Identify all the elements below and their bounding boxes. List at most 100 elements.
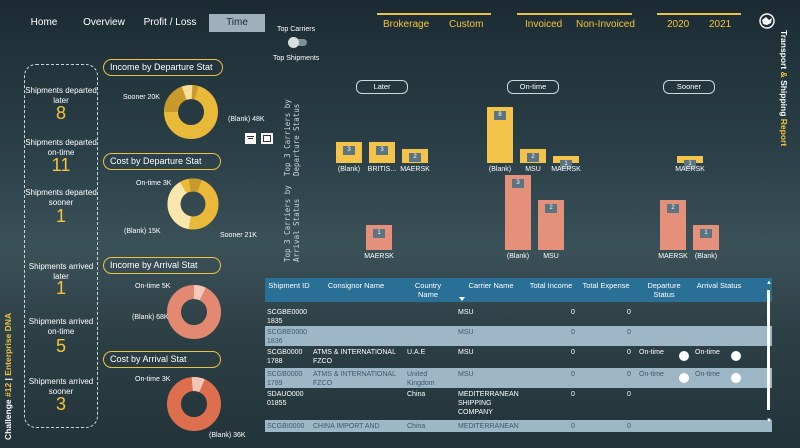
nav-tab-overview[interactable]: Overview — [83, 17, 125, 28]
departure-bar-category-2-0: MAERSK — [675, 166, 705, 173]
nav-tab-home[interactable]: Home — [30, 17, 58, 28]
group-label-sooner: Sooner — [663, 80, 715, 94]
cell-shipment-id: SDAUO000 01855 — [267, 391, 304, 407]
nav-tab-profit-loss[interactable]: Profit / Loss — [143, 17, 197, 28]
income-departure-donut[interactable] — [163, 84, 219, 140]
sort-desc-icon[interactable] — [459, 297, 465, 301]
table-row[interactable]: SCGB0000 1789 ATMS & INTERNATIONAL FZCO Un… — [265, 368, 772, 388]
slicer-non-invoiced[interactable]: Non-Invoiced — [576, 19, 635, 30]
kpi-label-arrived-later: Shipments arrived later — [28, 262, 94, 281]
cell-carrier: MSU — [458, 371, 474, 378]
nav-tab-time[interactable]: Time — [209, 14, 265, 32]
cell-total-income: 0 — [571, 371, 575, 378]
table-header: Shipment ID Consignor Name Country Name … — [265, 278, 772, 302]
income-departure-label-sooner: Sooner 20K — [123, 94, 160, 101]
departure-bar-value-1-1: 2 — [527, 153, 539, 162]
group-label-on-time: On-time — [507, 80, 559, 94]
cost-arrival-title: Cost by Arrival Stat — [103, 351, 221, 368]
scroll-up-icon[interactable]: ▲ — [766, 280, 772, 286]
cell-total-expense: 0 — [627, 371, 631, 378]
table-row[interactable]: SCGB0000 1788 ATMS & INTERNATIONAL FZCO U.… — [265, 346, 772, 368]
arrival-radio-icon[interactable] — [731, 373, 741, 383]
group-label-later: Later — [356, 80, 408, 94]
departure-radio-icon[interactable] — [679, 373, 689, 383]
departure-bar-1-2[interactable] — [553, 156, 579, 163]
departure-bar-category-0-0: (Blank) — [337, 166, 361, 173]
col-arrival-status[interactable]: Arrival Status — [696, 281, 742, 290]
kpi-label-departed-later: Shipments departed later — [25, 86, 97, 105]
cell-total-expense: 0 — [627, 349, 631, 356]
shipments-table: Shipment ID Consignor Name Country Name … — [265, 278, 772, 432]
table-row[interactable]: SDAUO000 01855 China MEDITERRANEAN SHIPPIN… — [265, 388, 772, 420]
cell-consignor: CHINA IMPORT AND — [313, 423, 380, 430]
departure-bar-value-0-2: 2 — [409, 153, 421, 162]
arrival-bar-value-0-0: 1 — [373, 229, 385, 238]
departure-bar-value-1-2: 1 — [560, 160, 572, 169]
carrier-shipment-toggle[interactable] — [288, 37, 307, 48]
departure-radio-icon[interactable] — [679, 351, 689, 361]
col-carrier[interactable]: Carrier Name — [468, 281, 514, 290]
filter-icon[interactable] — [245, 133, 256, 144]
arrival-bar-value-1-1: 2 — [545, 204, 557, 213]
slicer-invoiced[interactable]: Invoiced — [525, 19, 563, 30]
col-departure-status[interactable]: Departure Status — [647, 281, 681, 299]
kpi-label-arrived-on-time: Shipments arrived on-time — [28, 317, 94, 336]
globe-logo-icon — [759, 13, 775, 29]
col-consignor[interactable]: Consignor Name — [327, 281, 385, 290]
table-row[interactable]: SCGBE0000 1835 MSU 0 0 — [265, 306, 772, 326]
cell-shipment-id: SCGBE0000 1835 — [267, 309, 308, 325]
cell-country: United Kingdom — [407, 371, 435, 387]
income-arrival-label-on-time: On-time 5K — [135, 283, 171, 290]
table-scrollbar[interactable]: ▲ ▼ — [765, 278, 772, 432]
departure-bar-value-2-0: 1 — [684, 160, 696, 169]
focus-mode-icon[interactable] — [261, 133, 273, 144]
scroll-down-icon[interactable]: ▼ — [766, 418, 772, 424]
type-slicer: Brokerage Custom — [377, 13, 491, 33]
col-total-income[interactable]: Total Income — [529, 281, 573, 290]
income-departure-title: Income by Departure Stat — [103, 59, 223, 76]
arrival-chart-title: Top 3 Carriers by Arrival Status — [283, 185, 301, 262]
kpi-label-departed-on-time: Shipments departed on-time — [25, 138, 97, 157]
kpi-value-arrived-later: 1 — [55, 278, 66, 298]
departure-bar-value-1-0: 8 — [494, 111, 506, 120]
cell-total-expense: 0 — [627, 391, 631, 398]
challenge-title: Challenge #12 | Enterprise DNA — [3, 312, 13, 440]
kpi-value-arrived-on-time: 5 — [55, 336, 66, 356]
cell-arrival-status: On-time — [695, 349, 720, 356]
toggle-knob — [288, 37, 299, 48]
cell-shipment-id: SCGB0000 1789 — [267, 371, 303, 387]
cell-shipment-id: SCGB0000 1788 — [267, 349, 303, 365]
cost-arrival-label-on-time: On-time 3K — [135, 376, 171, 383]
col-shipment-id[interactable]: Shipment ID — [268, 281, 310, 290]
slicer-2021[interactable]: 2021 — [709, 19, 732, 30]
kpi-value-departed-later: 8 — [55, 103, 66, 123]
income-arrival-donut[interactable] — [166, 284, 222, 340]
table-row[interactable]: SCGBI0000 CHINA IMPORT AND China MEDITERRAN… — [265, 420, 772, 432]
cell-departure-status: On-time — [639, 349, 664, 356]
departure-bar-category-1-1: MSU — [525, 166, 541, 173]
kpi-value-departed-on-time: 11 — [51, 155, 71, 175]
departure-chart-title: Top 3 Carriers by Departure Status — [283, 99, 301, 176]
arrival-bar-value-2-1: 1 — [700, 229, 712, 238]
arrival-radio-icon[interactable] — [731, 351, 741, 361]
cost-arrival-donut[interactable] — [166, 376, 222, 432]
cell-total-expense: 0 — [627, 423, 631, 430]
arrival-bar-category-1-1: MSU — [543, 253, 559, 260]
cell-carrier: MEDITERRANEAN SHIPPING COMPANY — [458, 391, 519, 416]
col-total-expense[interactable]: Total Expense — [582, 281, 630, 290]
income-arrival-title: Income by Arrival Stat — [103, 257, 221, 274]
cost-departure-donut[interactable] — [167, 178, 219, 230]
invoice-slicer: Invoiced Non-Invoiced — [517, 13, 635, 33]
departure-bar-2-0[interactable] — [677, 156, 703, 163]
slicer-brokerage[interactable]: Brokerage — [383, 19, 430, 30]
cell-consignor: ATMS & INTERNATIONAL FZCO — [313, 349, 396, 365]
departure-bar-category-1-0: (Blank) — [488, 166, 512, 173]
table-row[interactable]: SCGBE0000 1836 MSU 0 0 — [265, 326, 772, 346]
slicer-2020[interactable]: 2020 — [667, 19, 690, 30]
slicer-custom[interactable]: Custom — [449, 19, 484, 30]
arrival-bar-category-2-1: (Blank) — [694, 253, 718, 260]
scroll-thumb[interactable] — [767, 290, 770, 410]
cost-departure-title: Cost by Departure Stat — [103, 153, 221, 170]
kpi-label-departed-sooner: Shipments departed sooner — [25, 188, 97, 207]
col-country[interactable]: Country Name — [414, 281, 442, 299]
